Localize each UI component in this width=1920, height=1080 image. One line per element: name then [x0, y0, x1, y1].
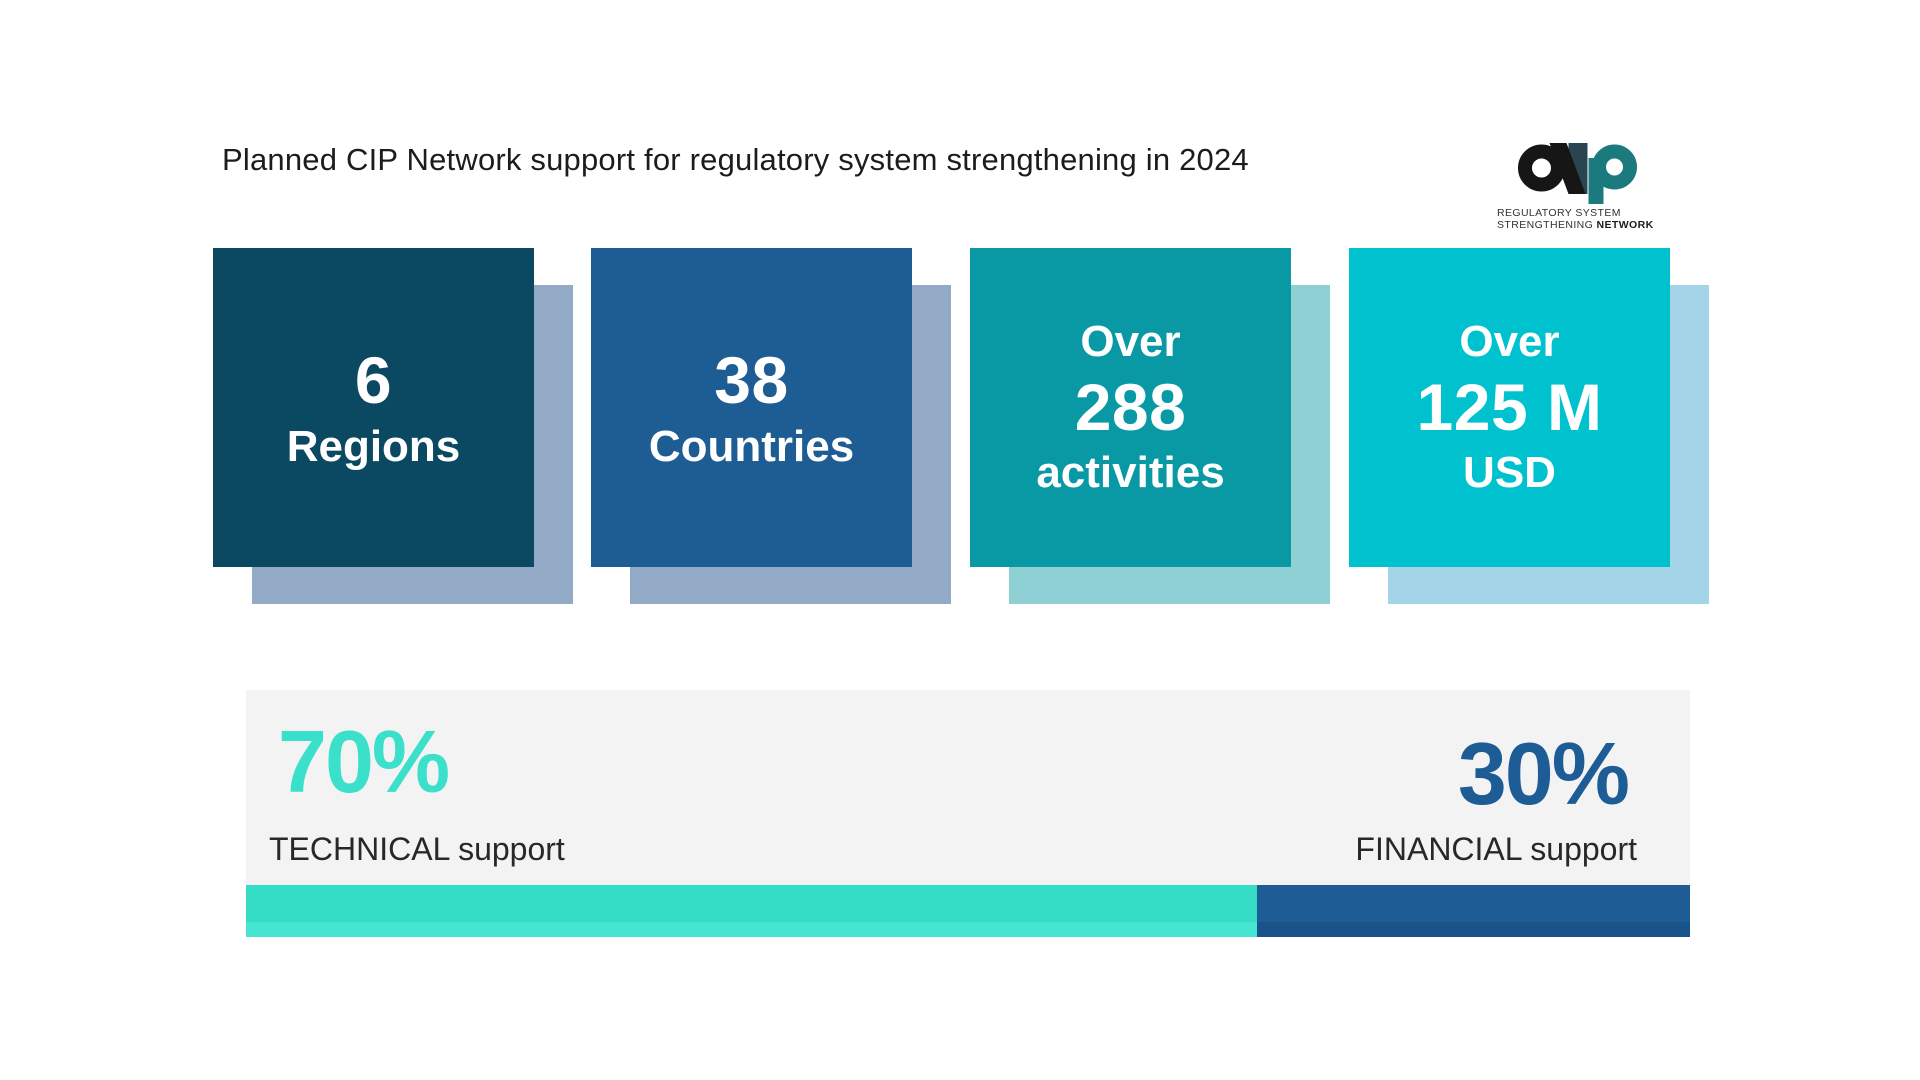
stat-label: activities [1036, 448, 1225, 498]
stat-label: Regions [286, 421, 461, 471]
stat-value: 6 [354, 342, 393, 417]
stat-card-activities: Over 288 activities [970, 248, 1330, 604]
logo-text: REGULATORY SYSTEM STRENGTHENING NETWORK [1497, 207, 1677, 231]
technical-label: TECHNICAL support [269, 831, 565, 867]
technical-bar-segment [246, 885, 1257, 937]
stat-card-regions: 6 Regions [213, 248, 573, 604]
stat-prefix: Over [1459, 316, 1560, 366]
stat-label: USD [1463, 448, 1556, 498]
cip-logo-icon [1518, 143, 1637, 204]
logo-text-line2: STRENGTHENING NETWORK [1497, 219, 1654, 231]
stat-card-funding: Over 125 M USD [1349, 248, 1709, 604]
stat-value: 38 [714, 342, 789, 417]
stat-value: 288 [1074, 369, 1187, 444]
stat-card-countries-face: 38 Countries [591, 248, 912, 567]
stat-prefix: Over [1080, 316, 1181, 366]
page-title: Planned CIP Network support for regulato… [222, 142, 1249, 177]
stat-value: 125 M [1416, 369, 1603, 444]
support-split-bar [246, 885, 1690, 937]
support-split-panel: 70% TECHNICAL support 30% FINANCIAL supp… [246, 690, 1690, 885]
financial-percent: 30% [1457, 724, 1630, 823]
stat-card-regions-face: 6 Regions [213, 248, 534, 567]
stat-label: Countries [648, 421, 855, 471]
logo-text-line1: REGULATORY SYSTEM [1497, 207, 1621, 219]
financial-label: FINANCIAL support [1355, 831, 1637, 867]
cip-network-logo: REGULATORY SYSTEM STRENGTHENING NETWORK [1497, 140, 1677, 231]
stat-card-activities-face: Over 288 activities [970, 248, 1291, 567]
stat-card-countries: 38 Countries [591, 248, 951, 604]
financial-bar-segment [1256, 885, 1690, 937]
stat-card-funding-face: Over 125 M USD [1349, 248, 1670, 567]
technical-percent: 70% [278, 712, 450, 811]
